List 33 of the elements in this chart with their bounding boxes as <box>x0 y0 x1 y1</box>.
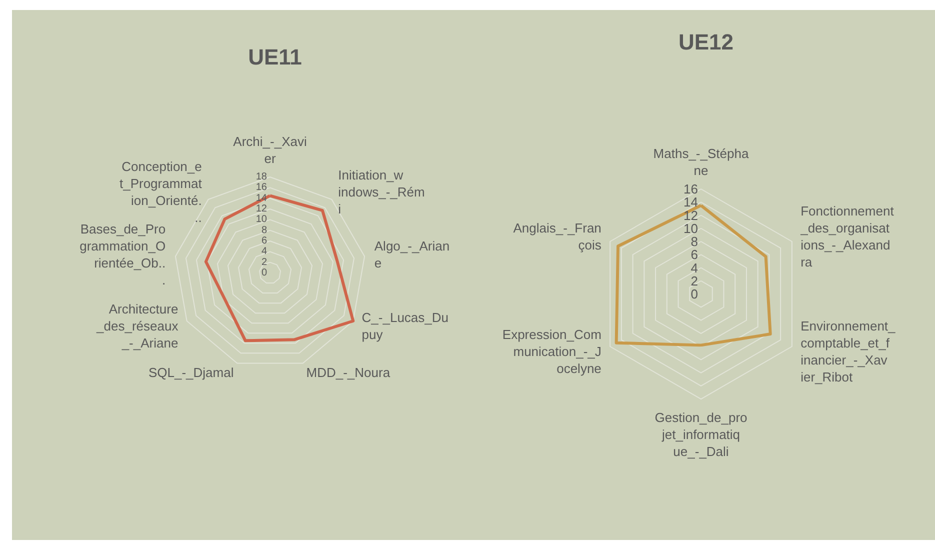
chart-title: UE12 <box>678 30 734 54</box>
y-tick-label: 12 <box>256 204 268 214</box>
y-tick-label: 8 <box>690 234 698 249</box>
spoke-label: Maths_-_Stéphane <box>653 146 750 178</box>
spoke-label: Algo_-_Ariane <box>374 238 450 271</box>
chart-title: UE11 <box>248 44 302 70</box>
spoke-label: Gestion_de_projet_informatique_-_Dali <box>654 410 748 459</box>
spoke-label: SQL_-_Djamal <box>148 365 234 380</box>
spoke-label: Initiation_windows_-_Rémi <box>338 167 425 216</box>
spoke-label: MDD_-_Noura <box>306 365 391 380</box>
y-tick-label: 4 <box>261 246 268 258</box>
y-tick-label: 6 <box>690 247 698 262</box>
y-tick-label: 12 <box>684 208 698 223</box>
y-tick-label: 2 <box>261 256 268 268</box>
y-tick-label: 16 <box>684 182 698 196</box>
y-tick-label: 10 <box>684 220 698 236</box>
y-tick-label: 4 <box>690 260 698 276</box>
spoke-label: Environnement_comptable_et_financier_-_Xavier_Ribot <box>800 318 896 384</box>
y-tick-label: 2 <box>690 273 698 288</box>
spoke-label: Expression_Communication_-_Jocelyne <box>502 327 602 376</box>
y-tick-label: 8 <box>261 224 268 236</box>
spoke-label: C_-_Lucas_Dupuy <box>362 310 449 342</box>
y-tick-label: 0 <box>690 286 698 302</box>
spoke-label: Fonctionnement_des_organisations_-_Alexandra <box>800 204 894 270</box>
y-tick-label: 14 <box>684 194 698 210</box>
y-tick-label: 6 <box>261 236 268 246</box>
y-tick-label: 16 <box>256 182 268 194</box>
spoke-label: Archi_-_Xavier <box>233 134 307 166</box>
y-tick-label: 0 <box>261 268 268 278</box>
spoke-label: Architecture_des_réseaux_-_Ariane <box>96 302 179 350</box>
y-tick-label: 18 <box>256 172 268 182</box>
y-tick-label: 10 <box>256 214 268 226</box>
spoke-label: Anglais_-_François <box>513 220 602 252</box>
